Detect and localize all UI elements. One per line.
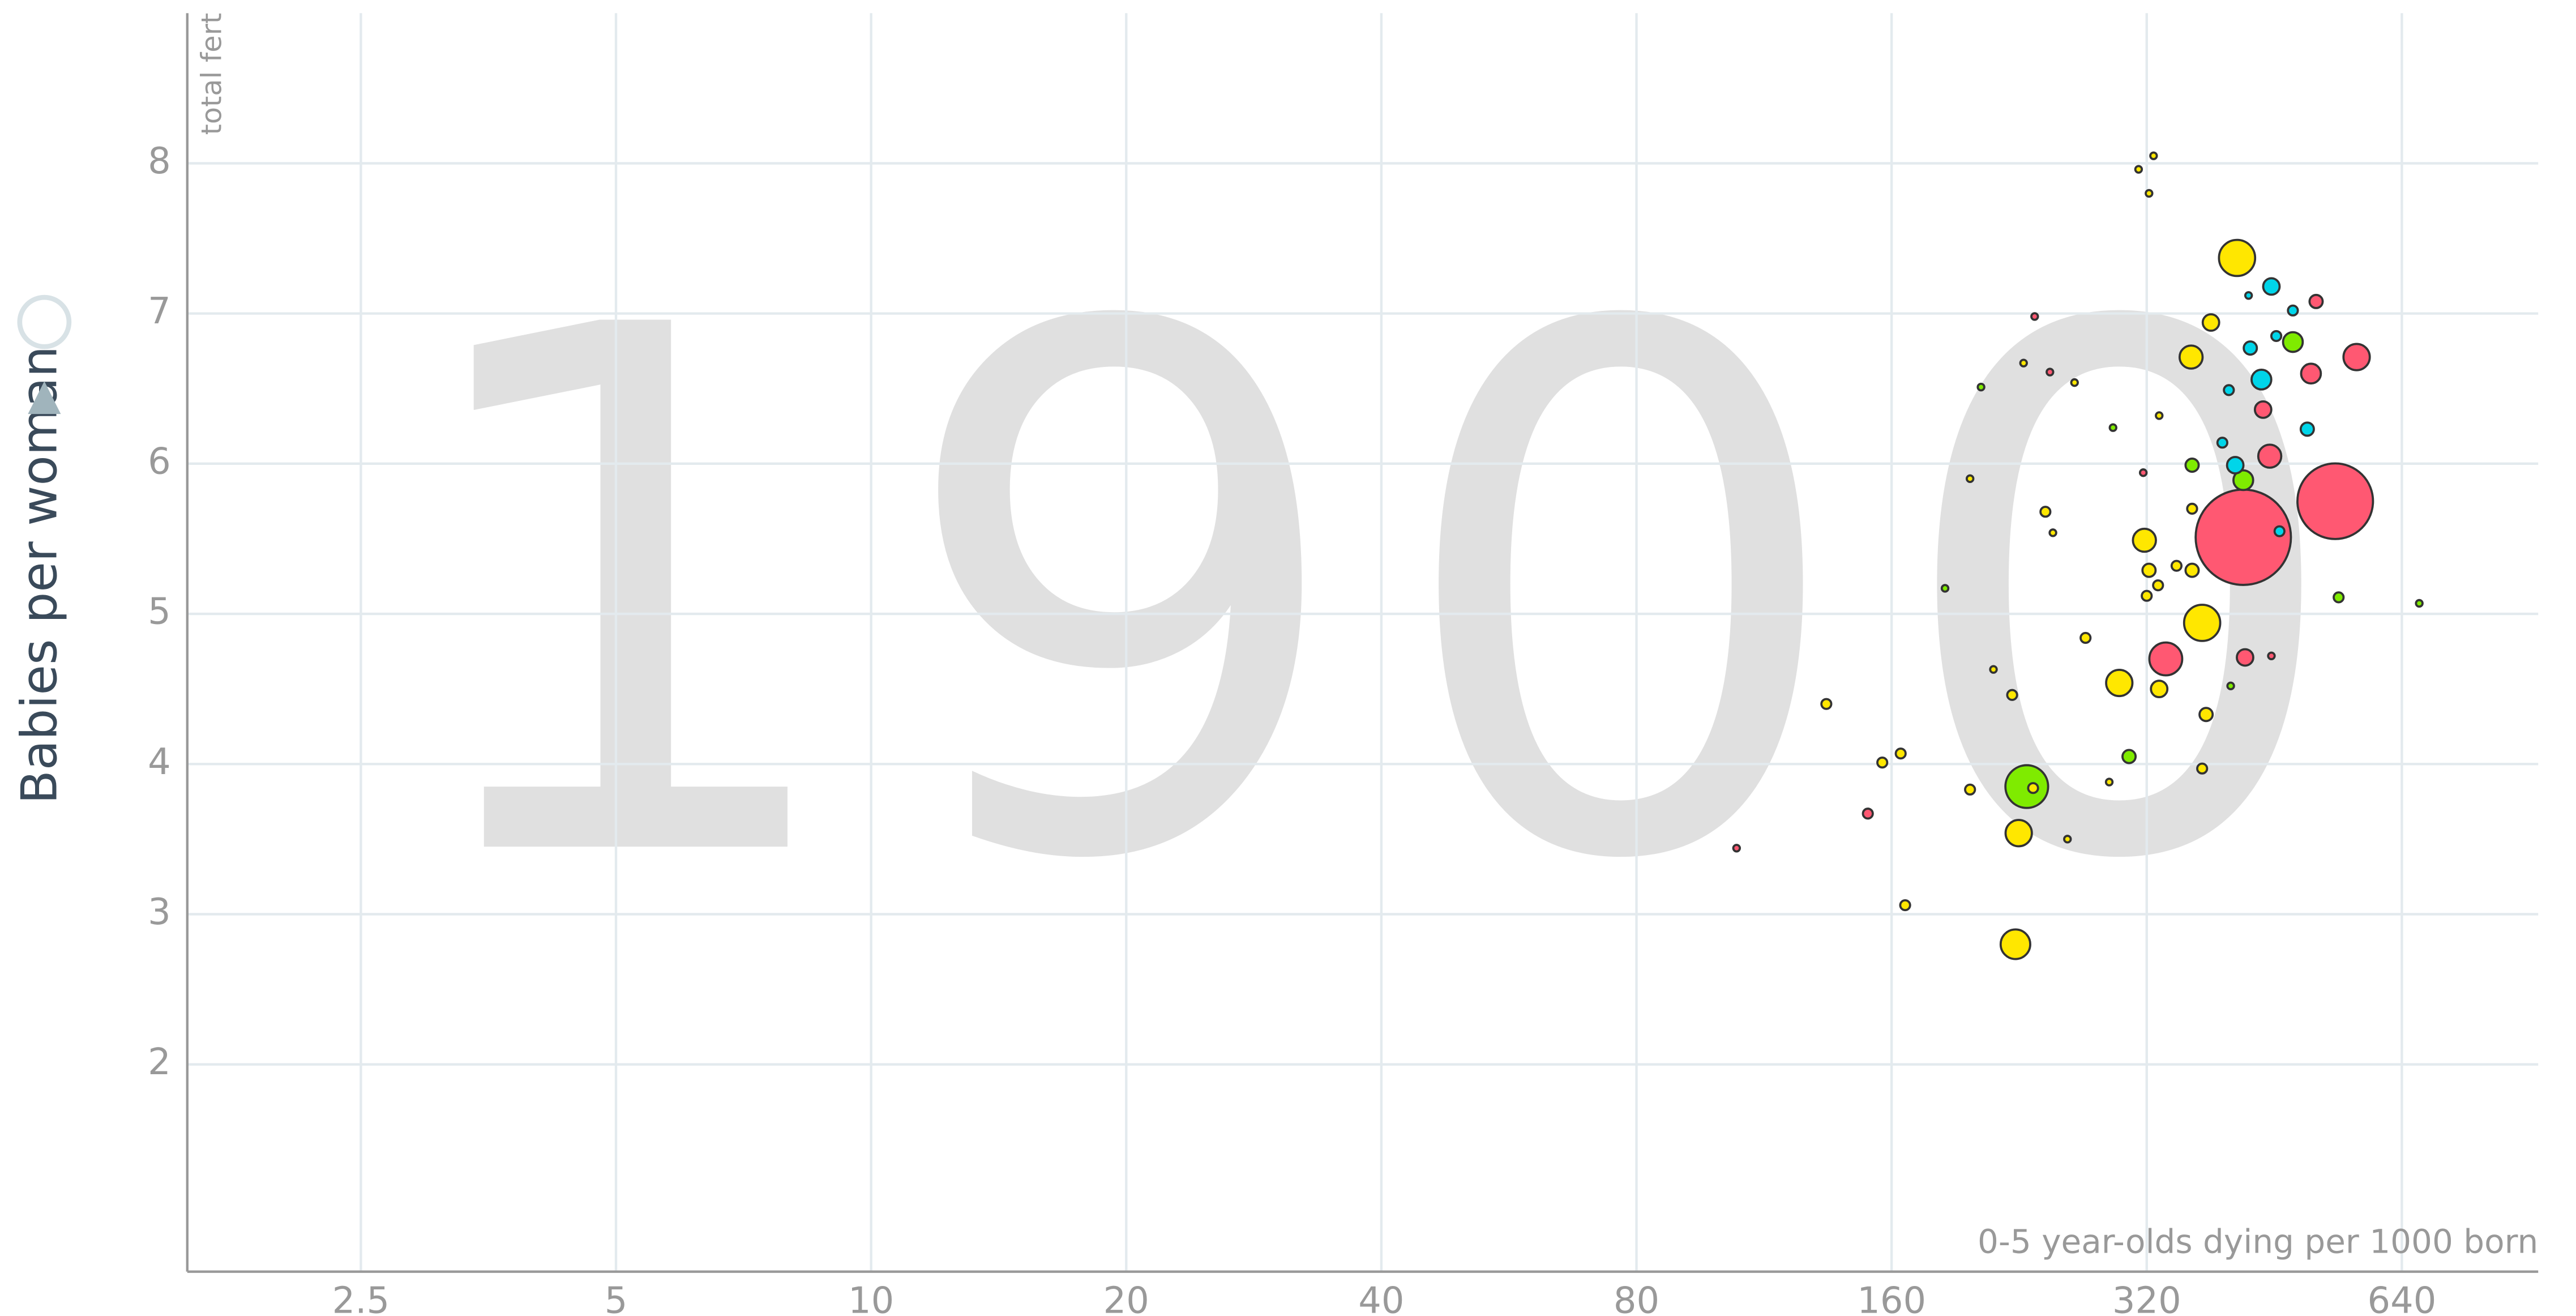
bubble xyxy=(2027,782,2039,794)
bubble xyxy=(2257,443,2283,469)
bubble xyxy=(2244,291,2253,300)
y-tick-label: 5 xyxy=(148,591,171,633)
bubble xyxy=(2273,525,2286,537)
bubble xyxy=(2183,604,2222,642)
bubble xyxy=(2236,648,2254,667)
bubble xyxy=(2155,411,2164,420)
x-tick-label: 2.5 xyxy=(332,1280,390,1316)
bubble xyxy=(1999,928,2031,960)
bubble xyxy=(2132,527,2157,553)
x-tick-label: 20 xyxy=(1103,1280,1149,1316)
x-tick-label: 640 xyxy=(2367,1280,2436,1316)
bubble xyxy=(1940,584,1950,593)
bubble xyxy=(1899,899,1911,912)
bubble xyxy=(2226,456,2245,475)
bubble xyxy=(2141,589,2153,602)
bubble xyxy=(2184,457,2200,473)
bubble xyxy=(2333,591,2345,604)
bubble xyxy=(2079,631,2092,644)
bubble xyxy=(2004,819,2033,848)
bubble xyxy=(2030,312,2039,321)
bubble xyxy=(2250,369,2273,391)
y-tick-label: 6 xyxy=(148,441,171,482)
bubble xyxy=(2170,559,2183,572)
bubble xyxy=(2149,151,2158,160)
y-axis-dropdown[interactable] xyxy=(28,381,61,415)
bubble xyxy=(1862,807,1874,820)
x-tick-label: 320 xyxy=(2112,1280,2181,1316)
bubble xyxy=(2006,689,2018,701)
bubble xyxy=(2342,343,2371,371)
bubble xyxy=(2186,502,2198,515)
bubble xyxy=(1976,382,1986,392)
bubble xyxy=(2148,641,2184,677)
y-tick-label: 3 xyxy=(148,891,171,933)
bubble xyxy=(2218,238,2257,277)
bubble xyxy=(2004,764,2049,809)
bubble xyxy=(1894,747,1907,760)
year-watermark: 1900 xyxy=(394,176,2349,1018)
bubble xyxy=(2138,468,2148,477)
bubble xyxy=(2308,293,2324,309)
bubble xyxy=(2194,488,2292,586)
bubble xyxy=(2282,331,2304,353)
x-tick-label: 160 xyxy=(1857,1280,1926,1316)
bubble xyxy=(1820,698,1833,710)
x-tick-label: 5 xyxy=(605,1280,628,1316)
bubble xyxy=(2232,469,2254,492)
bubble xyxy=(2039,506,2052,518)
bubble xyxy=(2121,749,2137,764)
bubble xyxy=(2178,344,2204,370)
y-tick-label: 8 xyxy=(148,140,171,182)
help-icon[interactable] xyxy=(17,294,72,349)
bubble xyxy=(2201,313,2220,332)
bubble xyxy=(2019,358,2028,368)
y-tick-label: 4 xyxy=(148,741,171,783)
bubble xyxy=(2105,668,2134,698)
bubble xyxy=(1965,474,1975,484)
bubble xyxy=(2287,304,2299,317)
y-tick-label: 7 xyxy=(148,290,171,332)
bubble xyxy=(2415,599,2424,608)
y-tick-label: 2 xyxy=(148,1041,171,1083)
bubble xyxy=(2152,579,2164,592)
bubble xyxy=(2048,528,2057,537)
bubble xyxy=(1876,757,1889,769)
bubble xyxy=(2253,400,2273,419)
bubble xyxy=(2063,835,2072,844)
x-tick-label: 10 xyxy=(848,1280,894,1316)
bubble xyxy=(2141,562,2157,578)
bubble xyxy=(2267,651,2276,660)
bubble xyxy=(2145,189,2154,198)
bubble xyxy=(2150,680,2169,699)
bubble xyxy=(2226,681,2235,691)
bubble xyxy=(2296,462,2374,540)
bubble xyxy=(1989,665,1998,674)
bubble xyxy=(2184,562,2200,578)
x-axis-title[interactable]: 0-5 year-olds dying per 1000 born xyxy=(1978,1222,2538,1261)
bubble xyxy=(2299,421,2315,437)
bubble xyxy=(2070,378,2079,387)
bubble xyxy=(2223,384,2235,396)
y-axis-short-label: total fert xyxy=(195,13,228,135)
x-tick-label: 80 xyxy=(1614,1280,1659,1316)
bubble xyxy=(2270,330,2283,343)
bubble xyxy=(2262,277,2281,296)
y-axis-title[interactable]: Babies per woman xyxy=(10,346,68,804)
bubble xyxy=(2243,340,2258,356)
bubble xyxy=(2300,362,2322,385)
bubble xyxy=(2196,762,2209,775)
x-tick-label: 40 xyxy=(1358,1280,1404,1316)
bubble xyxy=(2104,777,2114,787)
bubble xyxy=(1964,783,1976,796)
bubble xyxy=(2134,165,2143,174)
bubble xyxy=(1732,844,1741,853)
bubble xyxy=(2046,368,2055,377)
bubble xyxy=(2216,437,2228,449)
bubble xyxy=(2198,707,2214,723)
bubble xyxy=(2108,423,2117,432)
